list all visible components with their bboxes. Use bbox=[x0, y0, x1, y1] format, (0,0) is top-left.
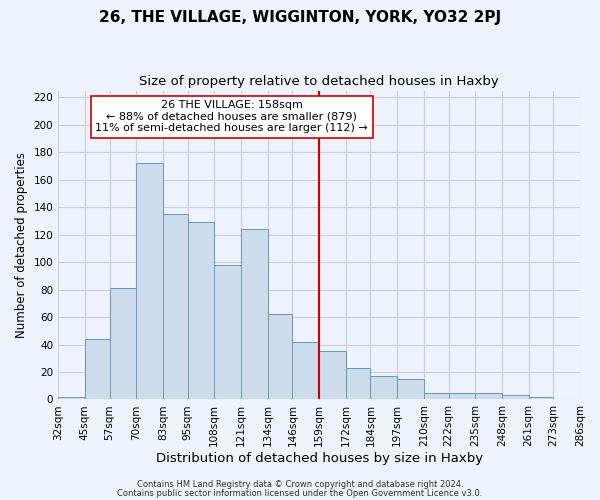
Text: Contains HM Land Registry data © Crown copyright and database right 2024.: Contains HM Land Registry data © Crown c… bbox=[137, 480, 463, 489]
Bar bbox=[292, 342, 319, 400]
Bar bbox=[58, 396, 85, 400]
Bar bbox=[110, 288, 136, 400]
Bar bbox=[370, 376, 397, 400]
Bar bbox=[268, 314, 292, 400]
Text: 26, THE VILLAGE, WIGGINTON, YORK, YO32 2PJ: 26, THE VILLAGE, WIGGINTON, YORK, YO32 2… bbox=[99, 10, 501, 25]
Text: Contains public sector information licensed under the Open Government Licence v3: Contains public sector information licen… bbox=[118, 489, 482, 498]
Bar bbox=[214, 265, 241, 400]
Bar bbox=[346, 368, 370, 400]
Bar bbox=[424, 392, 449, 400]
Bar bbox=[397, 379, 424, 400]
Title: Size of property relative to detached houses in Haxby: Size of property relative to detached ho… bbox=[139, 75, 499, 88]
X-axis label: Distribution of detached houses by size in Haxby: Distribution of detached houses by size … bbox=[155, 452, 482, 465]
Bar bbox=[449, 392, 475, 400]
Bar bbox=[241, 229, 268, 400]
Text: 26 THE VILLAGE: 158sqm
← 88% of detached houses are smaller (879)
11% of semi-de: 26 THE VILLAGE: 158sqm ← 88% of detached… bbox=[95, 100, 368, 134]
Bar bbox=[502, 396, 529, 400]
Bar bbox=[475, 392, 502, 400]
Bar bbox=[319, 352, 346, 400]
Y-axis label: Number of detached properties: Number of detached properties bbox=[15, 152, 28, 338]
Bar bbox=[85, 339, 110, 400]
Bar bbox=[163, 214, 188, 400]
Bar bbox=[529, 396, 553, 400]
Bar bbox=[188, 222, 214, 400]
Bar bbox=[136, 164, 163, 400]
